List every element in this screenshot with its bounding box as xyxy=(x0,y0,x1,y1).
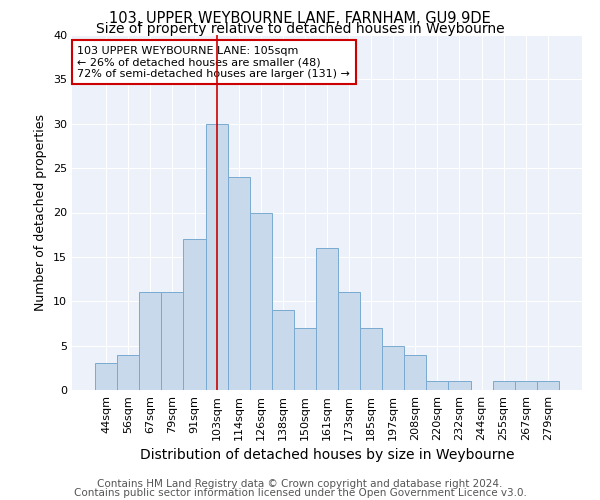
Bar xyxy=(448,381,470,390)
Bar xyxy=(139,292,161,390)
Text: Contains public sector information licensed under the Open Government Licence v3: Contains public sector information licen… xyxy=(74,488,526,498)
Bar xyxy=(161,292,184,390)
Bar xyxy=(316,248,338,390)
Text: 103, UPPER WEYBOURNE LANE, FARNHAM, GU9 9DE: 103, UPPER WEYBOURNE LANE, FARNHAM, GU9 … xyxy=(109,11,491,26)
Bar xyxy=(360,328,382,390)
X-axis label: Distribution of detached houses by size in Weybourne: Distribution of detached houses by size … xyxy=(140,448,514,462)
Bar xyxy=(338,292,360,390)
Text: Contains HM Land Registry data © Crown copyright and database right 2024.: Contains HM Land Registry data © Crown c… xyxy=(97,479,503,489)
Bar xyxy=(427,381,448,390)
Bar xyxy=(404,354,427,390)
Bar xyxy=(184,239,206,390)
Text: Size of property relative to detached houses in Weybourne: Size of property relative to detached ho… xyxy=(95,22,505,36)
Y-axis label: Number of detached properties: Number of detached properties xyxy=(34,114,47,311)
Bar xyxy=(95,364,117,390)
Text: 103 UPPER WEYBOURNE LANE: 105sqm
← 26% of detached houses are smaller (48)
72% o: 103 UPPER WEYBOURNE LANE: 105sqm ← 26% o… xyxy=(77,46,350,79)
Bar xyxy=(227,177,250,390)
Bar xyxy=(117,354,139,390)
Bar xyxy=(537,381,559,390)
Bar xyxy=(382,346,404,390)
Bar xyxy=(206,124,227,390)
Bar xyxy=(294,328,316,390)
Bar xyxy=(493,381,515,390)
Bar xyxy=(515,381,537,390)
Bar xyxy=(250,212,272,390)
Bar xyxy=(272,310,294,390)
